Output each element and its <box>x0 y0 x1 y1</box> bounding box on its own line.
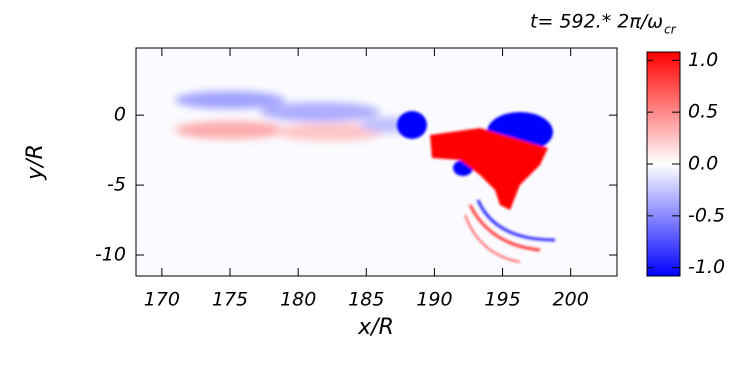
x-tick-label: 170 <box>144 289 180 311</box>
chart-title-subscript: cr <box>664 23 677 37</box>
chart-title: t= 592.* 2π/ω <box>530 11 663 33</box>
x-tick-label: 195 <box>484 289 520 311</box>
y-axis-label: y/R <box>23 144 48 181</box>
colorbar-tick-label: 0.5 <box>688 101 718 123</box>
y-tick-label: -5 <box>107 174 126 196</box>
x-tick-label: 185 <box>348 289 384 311</box>
colorbar-tick-label: -1.0 <box>688 256 725 278</box>
colorbar-tick-label: -0.5 <box>688 204 725 226</box>
x-axis-label: x/R <box>357 315 394 340</box>
x-tick-label: 180 <box>280 289 316 311</box>
x-tick-label: 190 <box>416 289 452 311</box>
colorbar-tick-label: 0.0 <box>688 153 718 175</box>
field <box>136 48 617 276</box>
x-tick-label: 200 <box>553 289 589 311</box>
x-tick-label: 175 <box>212 289 248 311</box>
y-tick-label: -10 <box>95 244 126 266</box>
y-tick-label: 0 <box>114 104 126 126</box>
plot-frame <box>135 47 618 277</box>
colorbar-tick-label: 1.0 <box>688 49 718 71</box>
